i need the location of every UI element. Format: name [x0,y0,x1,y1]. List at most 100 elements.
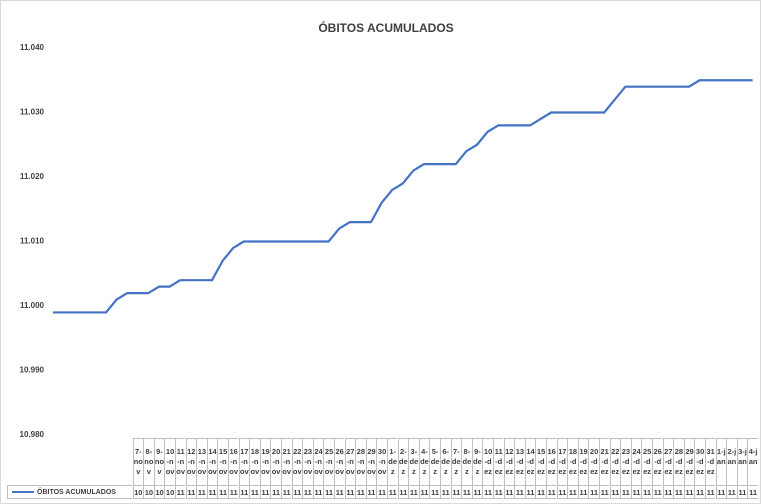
legend: ÓBITOS ACUMULADOS [7,485,132,499]
data-label: 11 [630,485,642,499]
x-tick-label: 17-dez [556,438,568,485]
data-label: 11 [185,485,197,499]
data-label: 11 [715,485,727,499]
x-tick-label: 19-nov [259,438,271,485]
x-tick-label: 3-dez [408,438,419,485]
data-label: 10 [153,485,165,499]
x-tick-label: 19-dez [577,438,589,485]
x-tick-label: 27-nov [344,438,356,485]
data-label: 11 [270,485,281,499]
x-tick-label: 2-dez [397,438,409,485]
x-tick-label: 26-nov [333,438,345,485]
x-tick-label: 15-nov [217,438,228,485]
data-label: 11 [217,485,228,499]
x-tick-label: 1-jan [715,438,727,485]
data-label: 11 [450,485,462,499]
x-tick-label: 26-dez [651,438,663,485]
x-tick-label: 22-dez [609,438,621,485]
data-label: 11 [439,485,451,499]
data-label: 11 [461,485,472,499]
data-label: 11 [514,485,525,499]
line-series [53,79,753,314]
data-label: 11 [482,485,493,499]
data-label: 11 [418,485,430,499]
x-tick-label: 23-nov [302,438,313,485]
x-tick-label: 9-dez [471,438,483,485]
data-label: 11 [291,485,303,499]
data-label: 11 [206,485,218,499]
y-tick-label: 11.040 [20,43,45,52]
data-label: 11 [726,485,737,499]
x-tick-label: 24-dez [630,438,642,485]
x-tick-label: 10-dez [482,438,493,485]
data-label: 11 [620,485,631,499]
x-tick-label: 24-nov [312,438,324,485]
data-label: 11 [259,485,271,499]
data-label: 11 [577,485,589,499]
x-tick-label: 30-nov [376,438,387,485]
chart-title: ÓBITOS ACUMULADOS [318,20,453,35]
data-label: 11 [174,485,186,499]
data-label: 11 [683,485,695,499]
x-tick-label: 11-dez [492,438,504,485]
x-tick-label: 1-dez [386,438,398,485]
x-tick-label: 4-jan [747,438,758,485]
data-label: 11 [365,485,377,499]
y-tick-label: 11.000 [20,301,45,310]
x-tick-label: 10-nov [164,438,175,485]
data-label: 11 [238,485,250,499]
data-label: 11 [355,485,366,499]
x-tick-label: 31-dez [704,438,716,485]
data-label: 11 [471,485,483,499]
x-tick-label: 29-nov [365,438,377,485]
x-tick-label: 11-nov [174,438,186,485]
data-label: 11 [196,485,207,499]
x-tick-label: 29-dez [683,438,695,485]
data-label: 11 [747,485,758,499]
data-label: 11 [641,485,652,499]
data-label: 11 [280,485,292,499]
y-tick-label: 11.030 [20,108,45,117]
x-tick-label: 21-dez [598,438,610,485]
data-label: 11 [429,485,440,499]
data-label: 11 [323,485,334,499]
data-label: 11 [662,485,674,499]
data-label: 11 [344,485,356,499]
x-tick-label: 14-dez [524,438,536,485]
data-label: 11 [492,485,504,499]
data-label: 11 [408,485,419,499]
data-label: 11 [503,485,515,499]
x-tick-label: 23-dez [620,438,631,485]
x-tick-label: 18-nov [249,438,260,485]
x-tick-label: 12-nov [185,438,197,485]
data-label: 11 [376,485,387,499]
data-label: 11 [397,485,409,499]
data-label: 11 [736,485,748,499]
x-tick-label: 9-nov [153,438,165,485]
x-tick-label: 20-nov [270,438,281,485]
x-tick-label: 16-dez [545,438,557,485]
x-tick-label: 5-dez [429,438,440,485]
data-label: 11 [694,485,705,499]
data-label: 11 [598,485,610,499]
x-tick-label: 7-nov [132,438,144,485]
data-label: 11 [609,485,621,499]
data-label: 11 [651,485,663,499]
x-tick-label: 16-nov [227,438,239,485]
data-label: 11 [556,485,568,499]
data-label: 11 [333,485,345,499]
x-tick-label: 12-dez [503,438,515,485]
data-label: 11 [567,485,578,499]
y-tick-label: 11.010 [20,237,45,246]
data-label: 11 [524,485,536,499]
data-label: 11 [249,485,260,499]
legend-label: ÓBITOS ACUMULADOS [37,489,116,496]
data-label: 10 [164,485,175,499]
x-tick-label: 25-dez [641,438,652,485]
x-tick-label: 13-dez [514,438,525,485]
data-label: 10 [132,485,144,499]
x-tick-label: 27-dez [662,438,674,485]
x-tick-label: 21-nov [280,438,292,485]
